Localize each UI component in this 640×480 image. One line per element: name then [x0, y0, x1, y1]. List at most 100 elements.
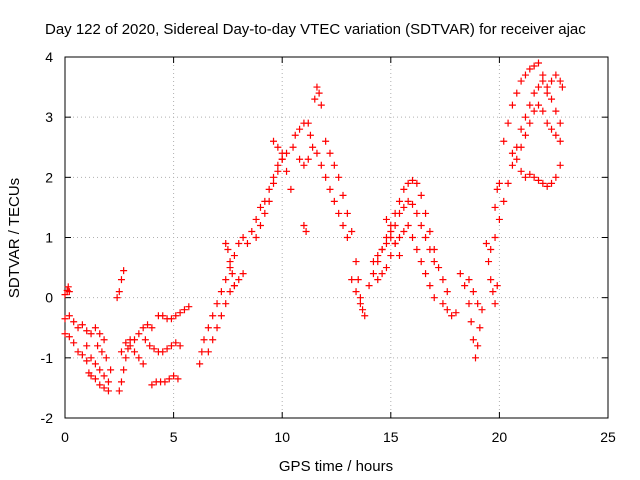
data-point — [374, 276, 382, 284]
data-point — [159, 312, 167, 320]
data-point — [339, 191, 347, 199]
data-point — [100, 372, 108, 380]
data-point — [226, 264, 234, 272]
data-point — [417, 258, 425, 266]
data-point — [521, 71, 529, 79]
data-point — [198, 348, 206, 356]
data-point — [361, 312, 369, 320]
data-point — [317, 101, 325, 109]
data-point — [74, 324, 82, 332]
data-point — [315, 89, 323, 97]
data-point — [239, 234, 247, 241]
data-point — [309, 143, 317, 151]
data-point — [422, 234, 430, 241]
data-point — [426, 246, 434, 254]
data-point — [534, 59, 542, 67]
y-tick-label: 1 — [45, 230, 53, 246]
data-point — [91, 360, 99, 368]
data-point — [369, 258, 377, 266]
data-point — [335, 173, 343, 181]
data-point — [135, 354, 143, 362]
data-point — [291, 131, 299, 139]
data-point — [552, 107, 560, 115]
data-point — [313, 149, 321, 157]
data-point — [70, 339, 78, 347]
data-point — [378, 270, 386, 278]
data-point — [209, 336, 217, 344]
data-point — [120, 366, 128, 374]
data-point — [213, 324, 221, 332]
data-point — [104, 378, 112, 386]
data-point — [521, 113, 529, 121]
data-point — [94, 342, 102, 350]
data-point — [485, 258, 493, 266]
data-point — [548, 95, 556, 103]
data-point — [274, 143, 282, 151]
axis-tick-labels: 0 5 10 15 20 25 -2 -1 0 1 2 3 4 — [41, 49, 616, 445]
data-point — [102, 354, 110, 362]
y-tick-label: -2 — [41, 410, 54, 426]
data-point — [426, 282, 434, 290]
data-point — [539, 179, 547, 187]
data-point — [543, 119, 551, 127]
data-point — [222, 276, 230, 284]
data-point — [469, 288, 477, 296]
data-point — [270, 173, 278, 181]
data-point — [180, 306, 188, 314]
data-point — [382, 215, 390, 223]
data-point — [417, 191, 425, 199]
data-point — [126, 342, 134, 350]
data-point — [96, 381, 104, 389]
data-point — [61, 330, 69, 338]
data-point — [330, 161, 338, 169]
data-point — [150, 345, 158, 353]
data-point — [400, 185, 408, 193]
data-point — [378, 246, 386, 254]
data-point — [452, 309, 460, 317]
data-point — [65, 288, 73, 296]
data-point — [117, 378, 125, 386]
data-point — [369, 270, 377, 278]
data-point — [217, 288, 225, 296]
data-point — [556, 161, 564, 169]
data-point — [87, 372, 95, 380]
data-point — [413, 179, 421, 187]
data-point — [352, 258, 360, 266]
data-point — [113, 294, 121, 302]
data-point — [534, 176, 542, 184]
data-point — [404, 179, 412, 187]
data-point — [530, 89, 538, 97]
data-point — [504, 119, 512, 127]
data-point — [508, 161, 516, 169]
data-point — [395, 252, 403, 260]
data-point — [504, 179, 512, 187]
axis-ticks — [64, 56, 609, 419]
data-point — [404, 197, 412, 205]
data-point — [467, 318, 475, 326]
data-point — [256, 203, 264, 211]
data-point — [252, 215, 260, 223]
data-point — [422, 270, 430, 278]
data-point — [548, 179, 556, 187]
data-point — [96, 366, 104, 374]
data-point — [556, 119, 564, 127]
data-point — [167, 315, 175, 323]
data-point — [534, 101, 542, 109]
data-point — [100, 336, 108, 344]
data-point — [317, 161, 325, 169]
data-point — [487, 276, 495, 284]
data-point — [382, 240, 390, 248]
data-point — [283, 149, 291, 157]
data-point — [115, 387, 123, 395]
data-point — [517, 167, 525, 175]
data-point — [461, 282, 469, 290]
data-point — [487, 246, 495, 254]
data-point — [270, 137, 278, 145]
data-point — [556, 77, 564, 85]
data-point — [395, 209, 403, 217]
data-point — [456, 270, 464, 278]
data-point — [176, 342, 184, 350]
data-point — [213, 300, 221, 308]
data-point — [387, 227, 395, 235]
chart-title: Day 122 of 2020, Sidereal Day-to-day VTE… — [45, 21, 586, 38]
